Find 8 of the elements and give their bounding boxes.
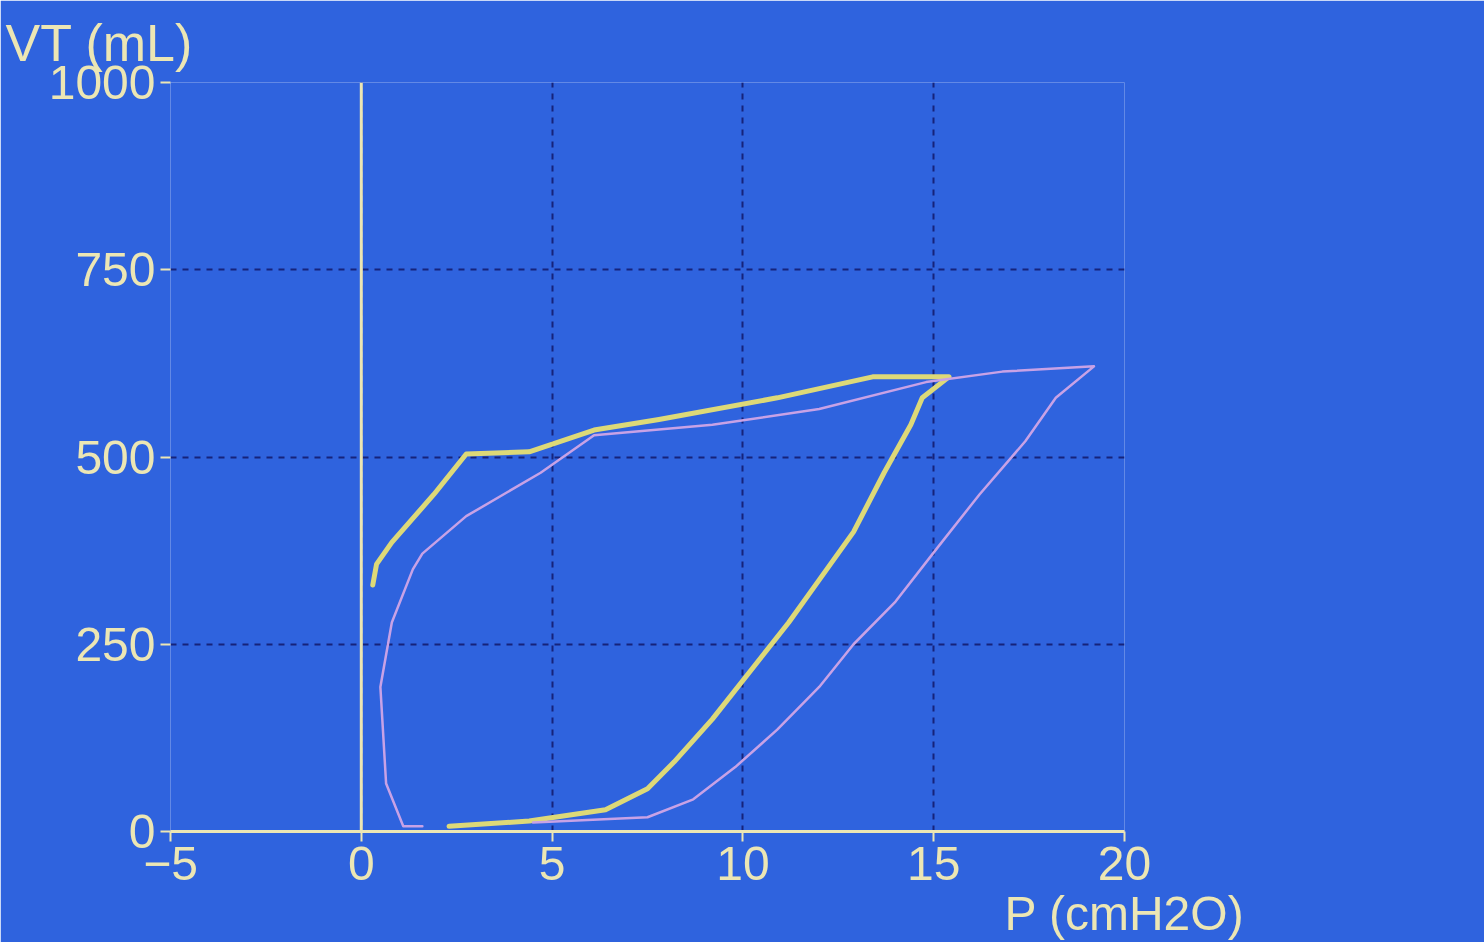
y-tick-label: 750 [75, 243, 156, 297]
line-series [379, 365, 1096, 828]
y-tick-label: 250 [75, 617, 156, 671]
x-tick-label: 5 [538, 836, 566, 890]
x-tick-label: 0 [347, 836, 375, 890]
y-tick-label: 500 [75, 430, 156, 484]
x-tick-label: 15 [907, 836, 961, 890]
x-tick-label: 10 [716, 836, 770, 890]
